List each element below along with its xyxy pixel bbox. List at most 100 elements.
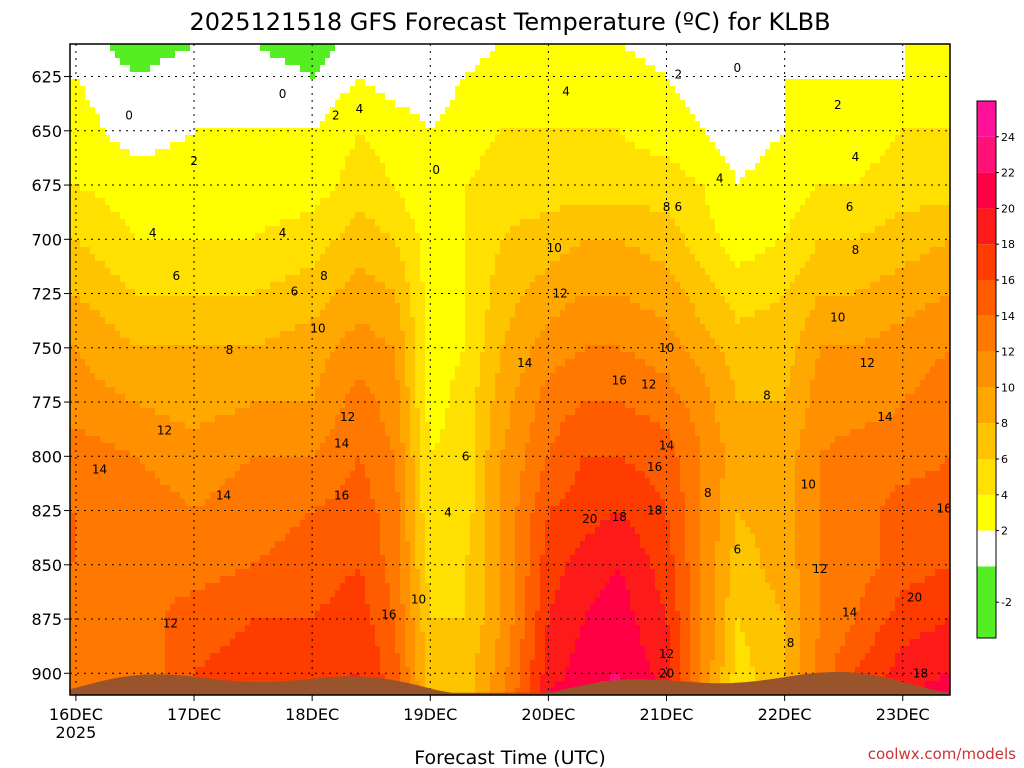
field-cell — [205, 135, 211, 143]
field-cell — [675, 219, 681, 227]
field-cell — [330, 86, 336, 94]
field-cell — [865, 156, 871, 164]
field-cell — [415, 107, 421, 115]
field-cell — [865, 107, 871, 115]
field-cell — [710, 72, 716, 80]
field-cell — [100, 233, 106, 241]
field-cell — [305, 93, 311, 101]
field-cell — [550, 51, 556, 59]
field-cell — [225, 114, 231, 122]
field-cell — [395, 79, 401, 87]
field-cell — [760, 184, 766, 192]
field-cell — [695, 58, 701, 66]
field-cell — [340, 58, 346, 66]
field-cell — [380, 170, 386, 178]
field-cell — [455, 233, 461, 241]
field-cell — [390, 205, 396, 213]
field-cell — [475, 226, 481, 234]
field-cell — [850, 156, 856, 164]
field-cell — [225, 44, 231, 52]
field-cell — [390, 51, 396, 59]
field-cell — [310, 65, 316, 73]
field-cell — [350, 226, 356, 234]
field-cell — [370, 149, 376, 157]
field-cell — [750, 135, 756, 143]
field-cell — [145, 184, 151, 192]
field-cell — [390, 107, 396, 115]
field-cell — [285, 142, 291, 150]
field-cell — [930, 226, 936, 234]
field-cell — [905, 212, 911, 220]
field-cell — [170, 149, 176, 157]
field-cell — [745, 184, 751, 192]
field-cell — [940, 93, 946, 101]
field-cell — [670, 121, 676, 129]
field-cell — [105, 149, 111, 157]
field-cell — [335, 72, 341, 80]
field-cell — [720, 121, 726, 129]
field-cell — [750, 205, 756, 213]
field-cell — [875, 107, 881, 115]
field-cell — [230, 198, 236, 206]
field-cell — [520, 107, 526, 115]
field-cell — [315, 107, 321, 115]
field-cell — [290, 93, 296, 101]
field-cell — [415, 233, 421, 241]
field-cell — [70, 72, 76, 80]
field-cell — [320, 149, 326, 157]
field-cell — [95, 163, 101, 171]
field-cell — [425, 219, 431, 227]
field-cell — [205, 163, 211, 171]
field-cell — [105, 198, 111, 206]
field-cell — [720, 100, 726, 108]
field-cell — [230, 93, 236, 101]
field-cell — [255, 163, 261, 171]
field-cell — [420, 142, 426, 150]
field-cell — [520, 219, 526, 227]
field-cell — [765, 65, 771, 73]
field-cell — [345, 240, 351, 248]
field-cell — [535, 86, 541, 94]
field-cell — [230, 128, 236, 136]
field-cell — [120, 114, 126, 122]
field-cell — [595, 163, 601, 171]
field-cell — [305, 233, 311, 241]
field-cell — [350, 233, 356, 241]
field-cell — [100, 142, 106, 150]
field-cell — [575, 205, 581, 213]
field-cell — [245, 107, 251, 115]
field-cell — [915, 65, 921, 73]
field-cell — [400, 198, 406, 206]
field-cell — [730, 226, 736, 234]
field-cell — [100, 198, 106, 206]
field-cell — [515, 58, 521, 66]
field-cell — [750, 58, 756, 66]
field-cell — [550, 86, 556, 94]
field-cell — [705, 107, 711, 115]
field-cell — [660, 86, 666, 94]
field-cell — [330, 219, 336, 227]
field-cell — [780, 121, 786, 129]
field-cell — [325, 233, 331, 241]
field-cell — [625, 72, 631, 80]
field-cell — [370, 86, 376, 94]
field-cell — [195, 72, 201, 80]
field-cell — [880, 205, 886, 213]
field-cell — [945, 184, 950, 192]
field-cell — [710, 156, 716, 164]
field-cell — [105, 72, 111, 80]
field-cell — [520, 191, 526, 199]
field-cell — [820, 170, 826, 178]
field-cell — [470, 219, 476, 227]
field-cell — [900, 114, 906, 122]
field-cell — [610, 107, 616, 115]
field-cell — [520, 170, 526, 178]
field-cell — [235, 65, 241, 73]
field-cell — [205, 65, 211, 73]
field-cell — [135, 149, 141, 157]
field-cell — [875, 198, 881, 206]
field-cell — [870, 128, 876, 136]
field-cell — [255, 51, 261, 59]
field-cell — [940, 219, 946, 227]
field-cell — [185, 72, 191, 80]
